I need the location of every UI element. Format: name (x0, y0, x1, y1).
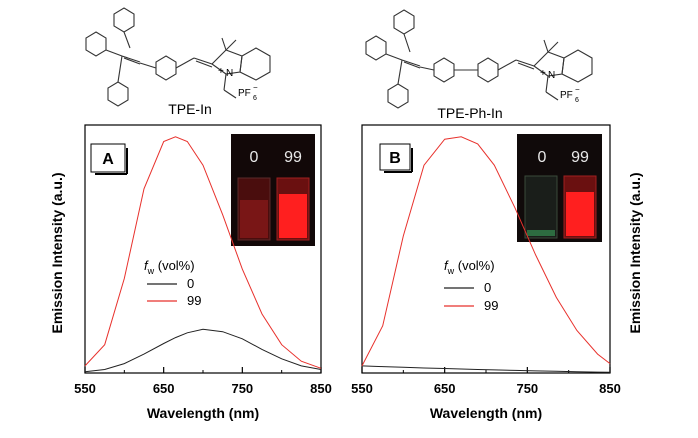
legend-b: fw (vol%) 0 99 (444, 258, 498, 313)
plus-charge-1: + (218, 66, 224, 77)
structure-tpe-ph-in (365, 9, 593, 109)
x-tick-marks-a (84, 367, 322, 373)
legend-title-rest-a: (vol%) (154, 258, 194, 273)
x-tick-label-b-650: 650 (434, 381, 456, 396)
x-tick-label-b-850: 850 (599, 381, 621, 396)
legend-label-fw-0-b: 0 (484, 280, 491, 295)
pf-charge-2: − (575, 85, 580, 94)
x-axis-title-a: Wavelength (nm) (147, 405, 259, 421)
pf-sub-2: 6 (575, 97, 579, 104)
panel-label-a: A (102, 151, 114, 168)
inset-label-99-a: 99 (284, 149, 302, 166)
inset-photo-b: 0 99 (517, 134, 602, 242)
plus-charge-2: + (540, 68, 546, 79)
panel-label-b: B (389, 150, 401, 167)
legend-title-rest-b: (vol%) (454, 258, 494, 273)
legend-title-f-b: f (444, 258, 449, 273)
inset-photo-a: 0 99 (231, 134, 315, 246)
legend-title-f-a: f (144, 258, 149, 273)
pf-label-2: PF (560, 90, 573, 101)
x-tick-labels-b: 550 650 750 850 (351, 381, 621, 396)
x-tick-label-b-550: 550 (351, 381, 373, 396)
inset-label-0-a: 0 (250, 149, 259, 166)
inset-label-0-b: 0 (538, 149, 547, 166)
series-line-fw-99-a (84, 136, 322, 369)
legend-label-fw-0-a: 0 (187, 276, 194, 291)
structure-name-tpe-in: TPE-In (168, 101, 212, 117)
n-atom-2: N (548, 70, 555, 81)
legend-label-fw-99-a: 99 (187, 293, 201, 308)
legend-label-fw-99-b: 99 (484, 298, 498, 313)
panel-label-box-a (90, 143, 126, 173)
panel-label-box-b (379, 143, 411, 171)
vial-0-liquid-a (240, 200, 268, 238)
x-tick-label-a-550: 550 (74, 381, 96, 396)
x-tick-label-a-750: 750 (231, 381, 253, 396)
y-axis-title-left: Emission Intensity (a.u.) (49, 172, 65, 333)
x-tick-label-b-750: 750 (516, 381, 538, 396)
legend-title-a: fw (vol%) (144, 258, 195, 276)
series-line-fw-0-a (84, 328, 322, 373)
pf-charge-1: − (253, 83, 258, 92)
vial-99-liquid-b (566, 192, 594, 236)
n-atom-1: N (226, 68, 233, 79)
x-tick-labels-a: 550 650 750 850 (74, 381, 332, 396)
chart-panel-a: 550 650 750 850 Wavelength (nm) A 0 99 fw (… (74, 124, 332, 421)
vial-99-liquid-a (279, 194, 307, 238)
structure-name-tpe-ph-in: TPE-Ph-In (437, 105, 502, 121)
x-tick-label-a-650: 650 (153, 381, 175, 396)
inset-label-99-b: 99 (571, 149, 589, 166)
legend-a: fw (vol%) 0 99 (144, 258, 201, 308)
x-axis-title-b: Wavelength (nm) (430, 405, 542, 421)
pf-sub-1: 6 (253, 95, 257, 102)
pf-label-1: PF (238, 88, 251, 99)
x-tick-label-a-850: 850 (310, 381, 332, 396)
series-line-fw-99-b (361, 136, 611, 367)
chart-panel-b: 550 650 750 850 Wavelength (nm) B 0 99 fw (… (351, 124, 621, 421)
legend-title-b: fw (vol%) (444, 258, 495, 276)
y-axis-title-right: Emission Intensity (a.u.) (627, 172, 643, 333)
vial-0-b (524, 175, 558, 239)
legend-title-w-a: w (147, 266, 155, 276)
series-line-fw-0-b (361, 365, 611, 373)
structure-tpe-in (85, 7, 271, 107)
vial-0-liquid-b (527, 230, 555, 236)
legend-title-w-b: w (447, 266, 455, 276)
